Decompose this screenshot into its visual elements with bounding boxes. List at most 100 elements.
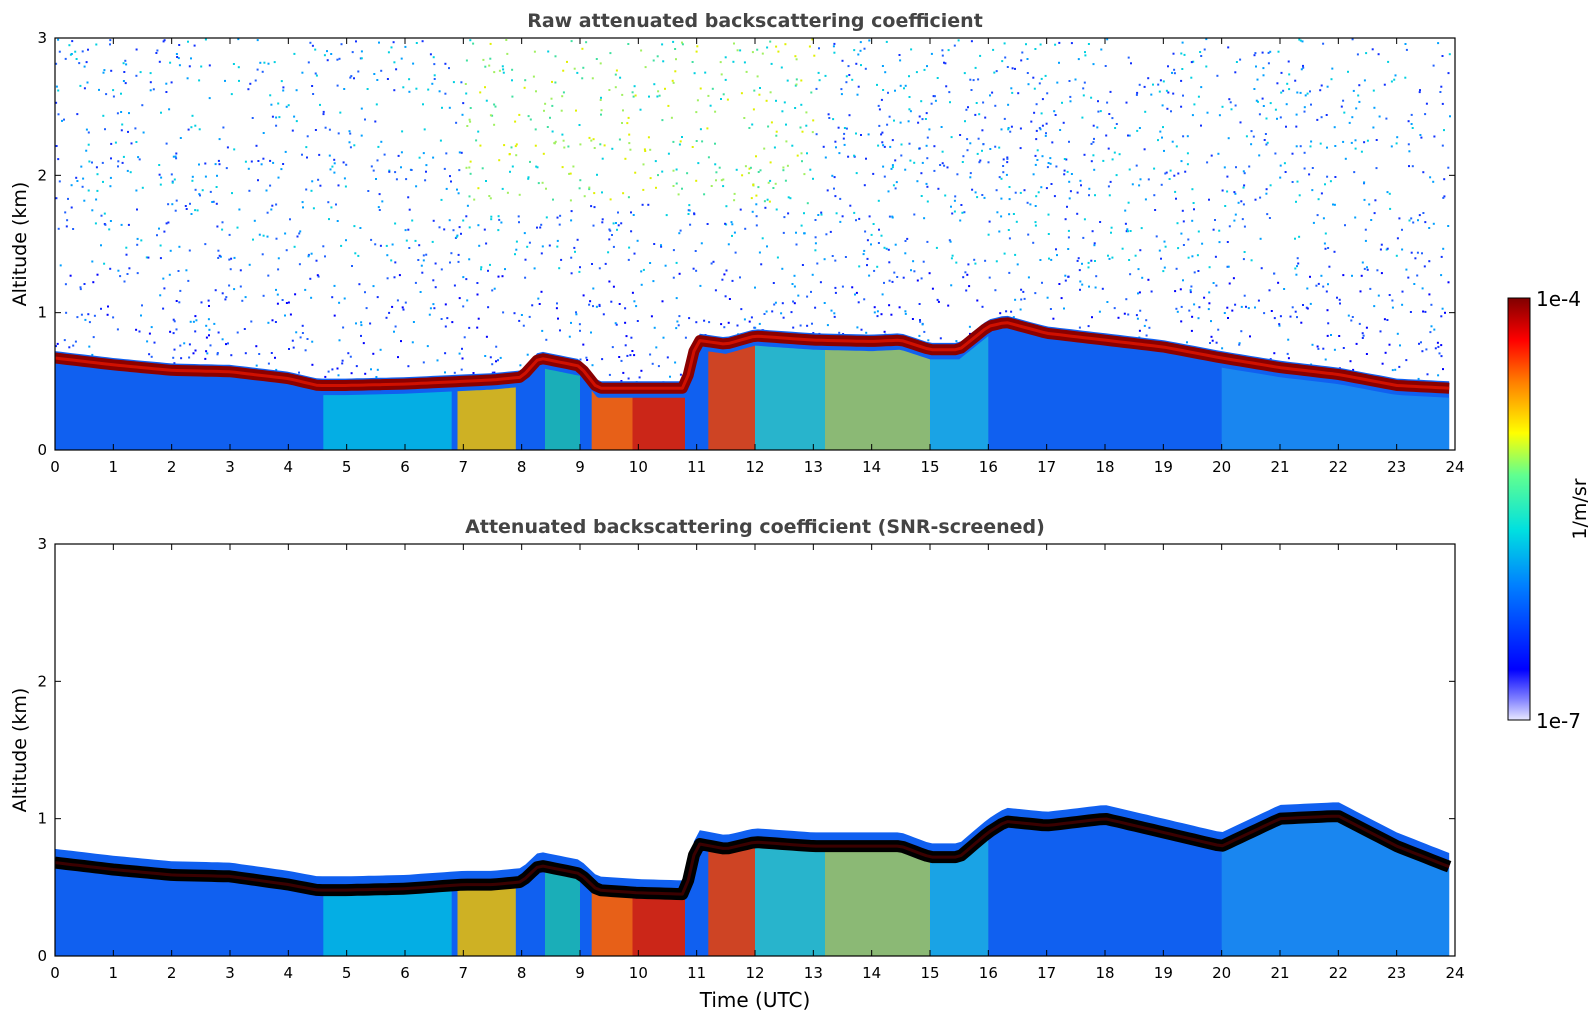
noise-pixel <box>977 78 980 81</box>
noise-pixel <box>485 99 488 102</box>
noise-pixel <box>763 200 766 203</box>
noise-pixel <box>95 166 98 169</box>
noise-pixel <box>1208 198 1210 201</box>
noise-pixel <box>639 108 642 111</box>
noise-pixel <box>364 118 366 121</box>
x-tick-label: 17 <box>1037 964 1056 982</box>
noise-pixel <box>908 142 911 145</box>
noise-pixel <box>1386 191 1389 194</box>
noise-pixel <box>1234 213 1237 216</box>
noise-pixel <box>1333 203 1336 206</box>
noise-pixel <box>688 317 691 320</box>
noise-pixel <box>611 147 614 150</box>
noise-pixel <box>775 134 778 137</box>
noise-pixel <box>405 239 408 242</box>
noise-pixel <box>923 330 926 333</box>
noise-pixel <box>626 354 629 357</box>
noise-pixel <box>165 222 168 225</box>
noise-pixel <box>350 75 353 78</box>
noise-pixel <box>331 296 334 299</box>
noise-pixel <box>468 195 471 198</box>
noise-pixel <box>1408 165 1410 168</box>
noise-pixel <box>298 371 300 374</box>
noise-pixel <box>758 251 761 254</box>
noise-pixel <box>314 48 317 51</box>
noise-pixel <box>833 187 835 190</box>
noise-pixel <box>158 227 160 230</box>
noise-pixel <box>400 340 402 343</box>
noise-pixel <box>1023 189 1026 192</box>
noise-pixel <box>280 168 283 171</box>
noise-pixel <box>465 92 468 95</box>
noise-pixel <box>1370 219 1373 221</box>
noise-pixel <box>212 200 215 203</box>
noise-pixel <box>567 145 570 148</box>
noise-pixel <box>464 83 467 85</box>
noise-pixel <box>884 71 887 74</box>
noise-pixel <box>751 51 754 54</box>
noise-pixel <box>123 280 126 283</box>
noise-pixel <box>806 152 808 155</box>
noise-pixel <box>180 357 183 360</box>
noise-pixel <box>1298 194 1301 197</box>
noise-pixel <box>1020 288 1023 291</box>
noise-pixel <box>1273 317 1276 320</box>
noise-pixel <box>744 227 747 230</box>
noise-pixel <box>1320 192 1323 195</box>
noise-pixel <box>555 307 558 310</box>
noise-pixel <box>648 95 650 98</box>
noise-pixel <box>259 61 262 64</box>
noise-pixel <box>1405 48 1408 51</box>
noise-pixel <box>1235 166 1237 169</box>
noise-pixel <box>1115 123 1118 125</box>
noise-pixel <box>284 314 286 317</box>
noise-pixel <box>1087 43 1090 45</box>
x-tick-label: 21 <box>1270 458 1289 476</box>
noise-pixel <box>672 169 675 172</box>
noise-pixel <box>1082 236 1085 239</box>
noise-pixel <box>206 352 209 355</box>
noise-pixel <box>822 145 825 148</box>
noise-pixel <box>679 229 682 232</box>
noise-pixel <box>1342 274 1345 277</box>
aerosol-patch <box>755 345 825 450</box>
noise-pixel <box>74 340 77 343</box>
noise-pixel <box>391 243 394 246</box>
noise-pixel <box>1040 77 1043 80</box>
noise-pixel <box>1375 167 1378 170</box>
noise-pixel <box>1164 245 1167 248</box>
noise-pixel <box>876 310 879 313</box>
noise-pixel <box>1422 310 1425 313</box>
noise-pixel <box>707 94 710 97</box>
noise-pixel <box>524 258 527 261</box>
noise-pixel <box>855 172 858 175</box>
noise-pixel <box>1411 127 1414 129</box>
noise-pixel <box>826 189 829 192</box>
noise-pixel <box>74 50 77 53</box>
noise-pixel <box>695 179 698 182</box>
noise-pixel <box>450 180 452 183</box>
noise-pixel <box>1442 368 1444 371</box>
noise-pixel <box>415 87 418 90</box>
noise-pixel <box>653 243 656 245</box>
noise-pixel <box>880 133 883 136</box>
noise-pixel <box>1032 76 1035 79</box>
panel-raw: Raw attenuated backscattering coefficien… <box>9 10 1465 476</box>
x-tick-label: 10 <box>629 458 648 476</box>
noise-pixel <box>425 170 427 173</box>
x-tick-label: 20 <box>1212 964 1231 982</box>
noise-pixel <box>578 124 581 126</box>
noise-pixel <box>759 169 762 172</box>
noise-pixel <box>943 164 946 167</box>
noise-pixel <box>196 209 199 212</box>
noise-pixel <box>370 238 373 241</box>
noise-pixel <box>1082 87 1085 90</box>
noise-pixel <box>1358 322 1361 325</box>
noise-pixel <box>453 284 456 287</box>
noise-pixel <box>848 74 851 76</box>
noise-pixel <box>710 262 713 265</box>
noise-pixel <box>739 49 742 52</box>
noise-pixel <box>292 346 295 349</box>
noise-pixel <box>570 219 573 222</box>
noise-pixel <box>540 252 543 255</box>
